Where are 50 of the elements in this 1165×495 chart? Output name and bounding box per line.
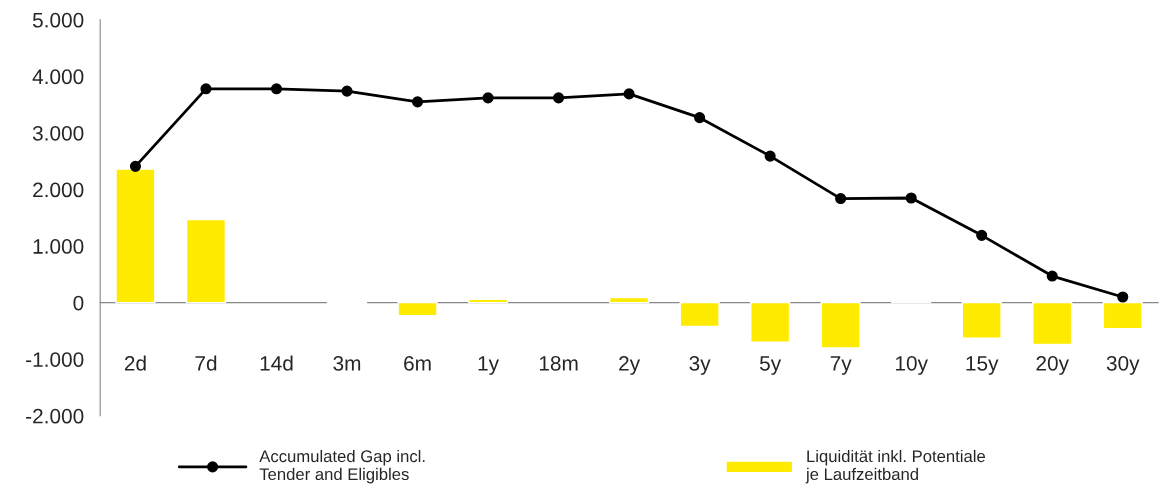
- x-tick-label: 18m: [539, 355, 578, 371]
- x-tick-label: 7d: [195, 355, 217, 371]
- bar: [397, 301, 438, 317]
- bar: [115, 168, 156, 304]
- x-tick-label: 7y: [830, 356, 852, 375]
- y-tick-label: 2.000: [33, 182, 84, 198]
- y-tick-label: -2.000: [26, 408, 84, 424]
- x-tick-label: 15y: [966, 356, 999, 375]
- point: [764, 150, 776, 162]
- bar: [750, 301, 791, 343]
- bar: [609, 296, 650, 304]
- point: [694, 112, 706, 124]
- x-tick-label: 1y: [478, 356, 500, 375]
- point: [129, 160, 142, 172]
- y-tick-label: 4.000: [32, 69, 84, 85]
- y-tick-label: 3.000: [32, 125, 84, 141]
- x-tick-label: 2y: [619, 355, 641, 375]
- x-tick-label: 6m: [404, 355, 431, 371]
- point: [1046, 270, 1058, 282]
- point: [411, 96, 424, 108]
- legend-label: Accumulated Gap incl. Tender and Eligibles: [259, 449, 425, 484]
- y-tick-label: -1.000: [26, 352, 84, 367]
- bar: [1102, 301, 1143, 330]
- point: [976, 229, 988, 241]
- point: [905, 192, 917, 204]
- x-tick-label: 14d: [260, 355, 293, 371]
- bar: [185, 218, 227, 304]
- y-tick-label: 1.000: [33, 239, 84, 254]
- point: [200, 83, 212, 95]
- x-tick-label: 2d: [124, 355, 146, 371]
- x-tick-label: 3y: [689, 355, 711, 375]
- point: [553, 92, 565, 104]
- bar: [820, 301, 861, 349]
- x-tick-label: 3m: [333, 355, 361, 371]
- point: [835, 193, 847, 205]
- x-tick-label: 30y: [1106, 355, 1140, 375]
- point: [482, 92, 494, 104]
- point: [270, 83, 283, 95]
- x-tick-label: 20y: [1036, 355, 1069, 375]
- y-tick-label: 0: [73, 295, 84, 311]
- point: [341, 85, 353, 97]
- bar: [679, 301, 720, 328]
- y-tick-label: 5.000: [32, 12, 84, 28]
- x-tick-label: 5y: [759, 356, 782, 375]
- point: [623, 88, 635, 100]
- point: [1117, 291, 1129, 303]
- bar: [1032, 301, 1073, 346]
- bar: [961, 301, 1002, 339]
- legend-label: Liquidität inkl. Potentiale je Laufzeitband: [805, 449, 986, 484]
- x-tick-label: 10y: [895, 355, 928, 375]
